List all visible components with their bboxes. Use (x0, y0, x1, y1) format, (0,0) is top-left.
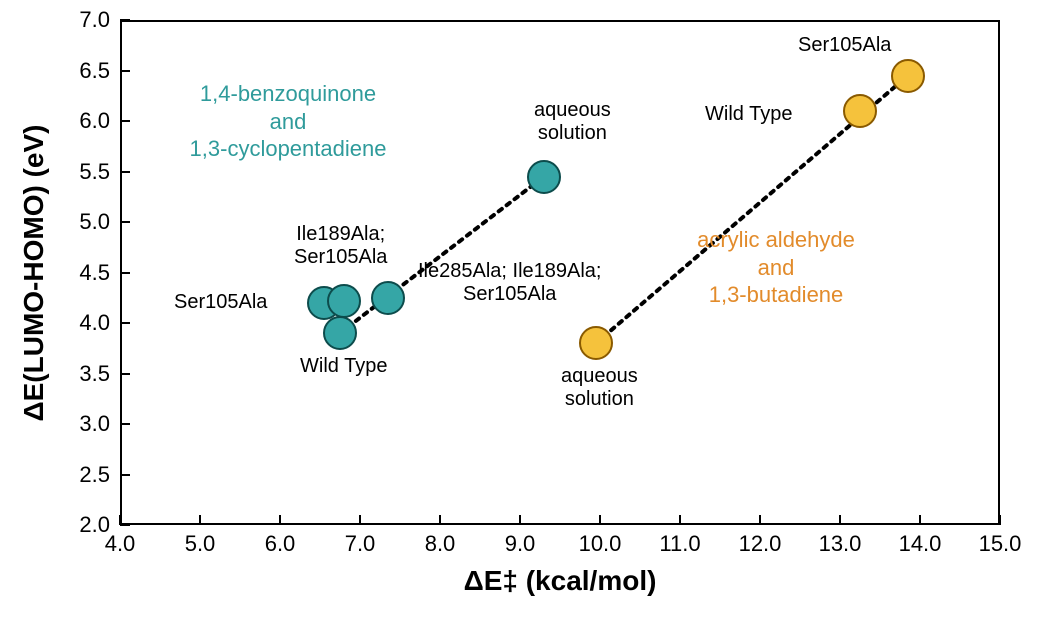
point-label: Wild Type (300, 355, 387, 378)
y-tick-label: 5.5 (79, 159, 110, 185)
y-tick-mark (120, 171, 130, 173)
x-tick-mark (359, 515, 361, 525)
x-tick-mark (759, 515, 761, 525)
y-tick-label: 3.5 (79, 361, 110, 387)
x-tick-mark (199, 515, 201, 525)
x-tick-label: 15.0 (979, 531, 1022, 557)
x-tick-mark (519, 515, 521, 525)
y-tick-mark (120, 272, 130, 274)
x-tick-mark (439, 515, 441, 525)
y-axis-title: ΔE(LUMO-HOMO) (eV) (18, 124, 50, 421)
point-label: Wild Type (705, 103, 792, 126)
x-tick-label: 8.0 (425, 531, 456, 557)
point-label: Ser105Ala (798, 34, 891, 57)
y-tick-label: 7.0 (79, 7, 110, 33)
y-tick-mark (120, 322, 130, 324)
y-tick-mark (120, 120, 130, 122)
y-tick-label: 4.5 (79, 260, 110, 286)
point-label: Ile285Ala; Ile189Ala; Ser105Ala (418, 260, 601, 306)
data-point (371, 281, 405, 315)
x-tick-mark (839, 515, 841, 525)
point-label: aqueous solution (534, 99, 611, 145)
y-tick-label: 2.5 (79, 462, 110, 488)
y-tick-mark (120, 524, 130, 526)
y-tick-mark (120, 221, 130, 223)
x-tick-label: 9.0 (505, 531, 536, 557)
data-point (891, 59, 925, 93)
data-point (327, 284, 361, 318)
series-label-orange: acrylic aldehyde and 1,3-butadiene (697, 226, 855, 309)
x-tick-mark (279, 515, 281, 525)
x-tick-label: 12.0 (739, 531, 782, 557)
x-tick-label: 10.0 (579, 531, 622, 557)
y-tick-mark (120, 70, 130, 72)
point-label: Ser105Ala (174, 291, 267, 314)
data-point (579, 326, 613, 360)
data-point (843, 94, 877, 128)
x-tick-label: 6.0 (265, 531, 296, 557)
x-tick-mark (679, 515, 681, 525)
x-tick-label: 13.0 (819, 531, 862, 557)
y-tick-mark (120, 423, 130, 425)
x-tick-mark (999, 515, 1001, 525)
x-axis-title: ΔE‡ (kcal/mol) (464, 565, 657, 597)
y-tick-label: 3.0 (79, 411, 110, 437)
x-tick-label: 11.0 (659, 531, 700, 557)
series-label-teal: 1,4-benzoquinone and 1,3-cyclopentadiene (190, 80, 387, 163)
y-tick-label: 4.0 (79, 310, 110, 336)
y-tick-label: 2.0 (79, 512, 110, 538)
y-tick-mark (120, 19, 130, 21)
data-point (527, 160, 561, 194)
point-label: aqueous solution (561, 365, 638, 411)
x-tick-label: 5.0 (185, 531, 216, 557)
point-label: Ile189Ala; Ser105Ala (294, 223, 387, 269)
x-tick-mark (599, 515, 601, 525)
y-tick-mark (120, 474, 130, 476)
y-tick-label: 6.5 (79, 58, 110, 84)
x-tick-mark (919, 515, 921, 525)
y-tick-mark (120, 373, 130, 375)
x-tick-label: 14.0 (899, 531, 942, 557)
y-tick-label: 5.0 (79, 209, 110, 235)
x-tick-label: 7.0 (345, 531, 376, 557)
y-tick-label: 6.0 (79, 108, 110, 134)
data-point (323, 316, 357, 350)
scatter-chart: ΔE(LUMO-HOMO) (eV) ΔE‡ (kcal/mol) 4.0 5.0… (0, 0, 1050, 641)
